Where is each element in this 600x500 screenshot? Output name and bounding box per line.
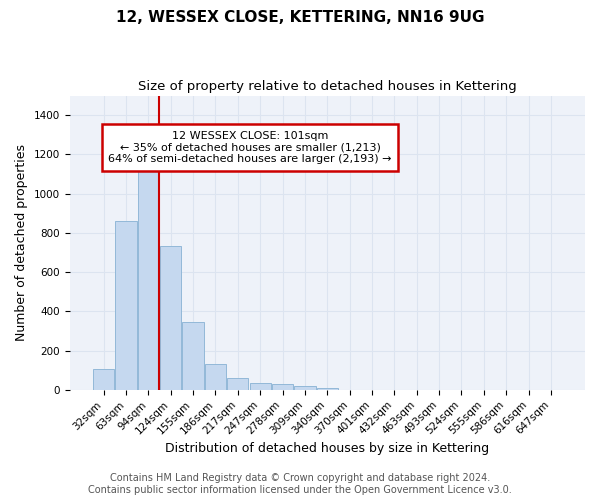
X-axis label: Distribution of detached houses by size in Kettering: Distribution of detached houses by size … bbox=[165, 442, 490, 455]
Bar bbox=[317, 388, 338, 390]
Bar bbox=[160, 246, 181, 390]
Title: Size of property relative to detached houses in Kettering: Size of property relative to detached ho… bbox=[138, 80, 517, 93]
Bar bbox=[272, 384, 293, 390]
Text: 12 WESSEX CLOSE: 101sqm
← 35% of detached houses are smaller (1,213)
64% of semi: 12 WESSEX CLOSE: 101sqm ← 35% of detache… bbox=[108, 131, 392, 164]
Bar bbox=[294, 386, 316, 390]
Bar bbox=[182, 322, 203, 390]
Bar bbox=[227, 378, 248, 390]
Bar bbox=[137, 164, 159, 390]
Bar bbox=[115, 220, 137, 390]
Bar bbox=[250, 383, 271, 390]
Bar bbox=[93, 369, 114, 390]
Text: 12, WESSEX CLOSE, KETTERING, NN16 9UG: 12, WESSEX CLOSE, KETTERING, NN16 9UG bbox=[116, 10, 484, 25]
Bar bbox=[205, 364, 226, 390]
Y-axis label: Number of detached properties: Number of detached properties bbox=[15, 144, 28, 341]
Text: Contains HM Land Registry data © Crown copyright and database right 2024.
Contai: Contains HM Land Registry data © Crown c… bbox=[88, 474, 512, 495]
